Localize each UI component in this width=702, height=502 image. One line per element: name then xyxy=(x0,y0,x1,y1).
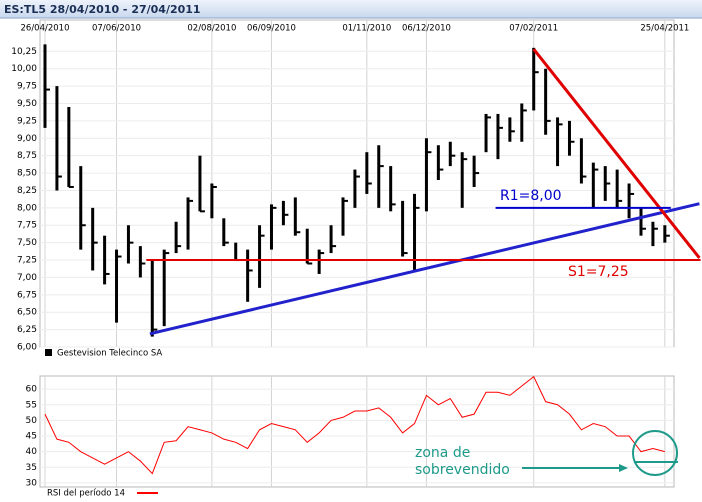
x-tick-label: 07/06/2010 xyxy=(92,24,141,34)
header-bar xyxy=(0,0,702,18)
arrow-head xyxy=(619,464,628,472)
y-tick-label: 9,00 xyxy=(17,134,37,144)
trendline xyxy=(532,48,701,259)
y-tick-label: 8,50 xyxy=(17,169,37,179)
y-tick-label: 8,25 xyxy=(17,186,37,196)
x-tick-label: 01/11/2010 xyxy=(342,24,391,34)
y-tick-label: 6,75 xyxy=(17,290,37,300)
y-tick-label: 7,50 xyxy=(17,238,37,248)
y-tick-label: 30 xyxy=(26,478,38,488)
trendline xyxy=(149,202,700,336)
y-tick-label: 6,25 xyxy=(17,325,37,335)
y-tick-label: 7,00 xyxy=(17,273,37,283)
y-tick-label: 7,75 xyxy=(17,221,37,231)
y-tick-label: 6,00 xyxy=(17,343,37,353)
y-tick-label: 7,25 xyxy=(17,256,37,266)
level-label: S1=7,25 xyxy=(568,264,629,280)
rsi-line xyxy=(44,375,665,475)
y-tick-label: 8,75 xyxy=(17,151,37,161)
x-tick-label: 26/04/2010 xyxy=(21,24,70,34)
y-tick-label: 9,75 xyxy=(17,82,37,92)
y-tick-label: 60 xyxy=(26,385,38,395)
legend-label: RSI del período 14 xyxy=(47,489,125,499)
plot-area xyxy=(39,375,675,488)
legend-swatch xyxy=(45,349,52,356)
header-title: ES:TL5 28/04/2010 - 27/04/2011 xyxy=(4,3,201,16)
y-tick-label: 9,25 xyxy=(17,116,37,126)
y-tick-label: 9,50 xyxy=(17,99,37,109)
legend-label: Gestevision Telecinco SA xyxy=(57,349,162,359)
x-tick-label: 02/08/2010 xyxy=(187,24,236,34)
level-label: R1=8,00 xyxy=(500,188,562,204)
y-tick-label: 10,25 xyxy=(11,47,37,57)
y-tick-label: 10,00 xyxy=(11,64,37,74)
x-tick-label: 06/12/2010 xyxy=(402,24,451,34)
y-tick-label: 6,50 xyxy=(17,308,37,318)
annotation-circle xyxy=(632,430,678,476)
y-tick-label: 40 xyxy=(26,447,38,457)
annotation-text: sobrevendido xyxy=(415,462,510,478)
y-tick-label: 8,00 xyxy=(17,203,37,213)
plot-area xyxy=(39,19,675,348)
y-tick-label: 50 xyxy=(26,416,38,426)
annotation-text: zona de xyxy=(415,445,470,461)
y-tick-label: 45 xyxy=(26,432,37,442)
y-tick-label: 35 xyxy=(26,463,37,473)
x-tick-label: 25/04/2011 xyxy=(640,24,689,34)
y-tick-label: 55 xyxy=(26,400,37,410)
x-tick-label: 06/09/2010 xyxy=(247,24,296,34)
x-tick-label: 07/02/2011 xyxy=(509,24,558,34)
